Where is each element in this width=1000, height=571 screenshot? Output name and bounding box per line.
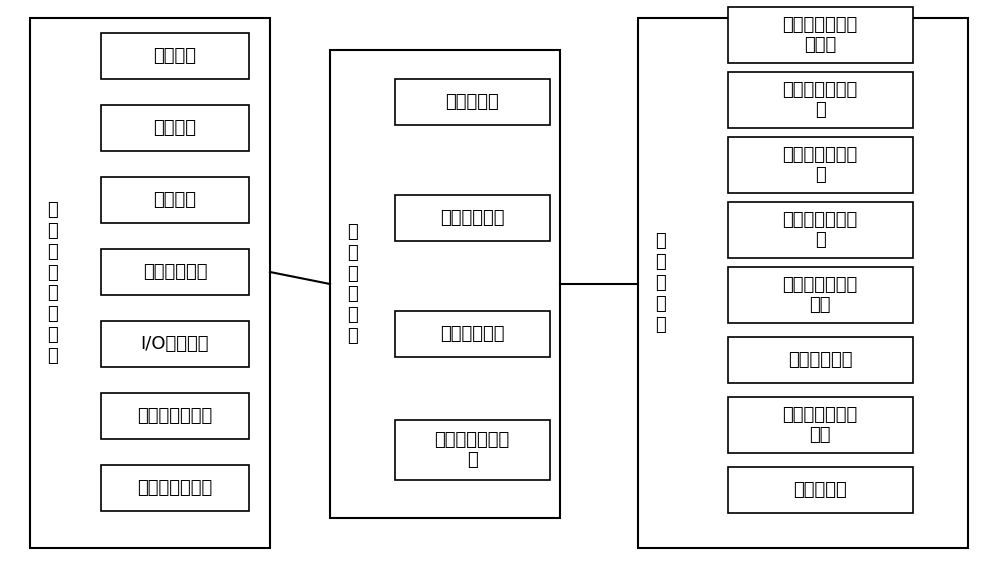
Text: 停止位单元: 停止位单元 xyxy=(445,93,499,111)
Text: 消息类型判断单
元: 消息类型判断单 元 xyxy=(434,431,510,469)
Bar xyxy=(728,467,912,513)
Bar xyxy=(394,79,550,125)
Text: 挂接设备地址设
置单元: 挂接设备地址设 置单元 xyxy=(782,15,858,54)
Text: 数
据
传
输
模
块: 数 据 传 输 模 块 xyxy=(348,223,358,345)
Text: 初始化单元: 初始化单元 xyxy=(793,481,847,499)
Bar xyxy=(101,249,249,295)
Bar xyxy=(728,202,912,258)
Text: 缓冲区申请单元: 缓冲区申请单元 xyxy=(137,407,213,425)
Bar xyxy=(728,7,912,63)
Bar xyxy=(728,267,912,323)
Bar xyxy=(101,105,249,151)
Bar xyxy=(394,420,550,480)
Text: 控
制
器
实
例
化
模
块: 控 制 器 实 例 化 模 块 xyxy=(47,201,57,365)
Bar xyxy=(330,50,560,518)
Bar xyxy=(101,465,249,511)
Text: 设
备
树
模
块: 设 备 树 模 块 xyxy=(655,232,665,333)
Text: 复位单元: 复位单元 xyxy=(154,119,196,137)
Text: 引脚状态设置单
元: 引脚状态设置单 元 xyxy=(782,81,858,119)
Bar xyxy=(728,72,912,128)
Bar xyxy=(728,337,912,383)
Bar xyxy=(101,33,249,79)
Text: 设备树解析单元: 设备树解析单元 xyxy=(137,479,213,497)
Text: 控制器地址设置
单元: 控制器地址设置 单元 xyxy=(782,405,858,444)
Bar xyxy=(30,18,270,548)
Bar xyxy=(638,18,968,548)
Bar xyxy=(728,397,912,453)
Text: 控制器时钟设置
单元: 控制器时钟设置 单元 xyxy=(782,276,858,315)
Bar xyxy=(101,393,249,439)
Text: 地址赋值单元: 地址赋值单元 xyxy=(440,325,504,343)
Text: 数据收发单元: 数据收发单元 xyxy=(440,209,504,227)
Text: 中断设置单元: 中断设置单元 xyxy=(788,351,852,369)
Text: 复位引脚设置单
元: 复位引脚设置单 元 xyxy=(782,146,858,184)
Bar xyxy=(394,195,550,241)
Text: 注册单元: 注册单元 xyxy=(154,47,196,65)
Bar xyxy=(101,321,249,367)
Bar xyxy=(728,137,912,193)
Text: I/O映射单元: I/O映射单元 xyxy=(141,335,209,353)
Text: 中断处理单元: 中断处理单元 xyxy=(143,263,207,281)
Bar xyxy=(101,177,249,223)
Text: 设备时钟设置单
元: 设备时钟设置单 元 xyxy=(782,211,858,250)
Bar xyxy=(394,311,550,357)
Text: 时钟单元: 时钟单元 xyxy=(154,191,196,209)
